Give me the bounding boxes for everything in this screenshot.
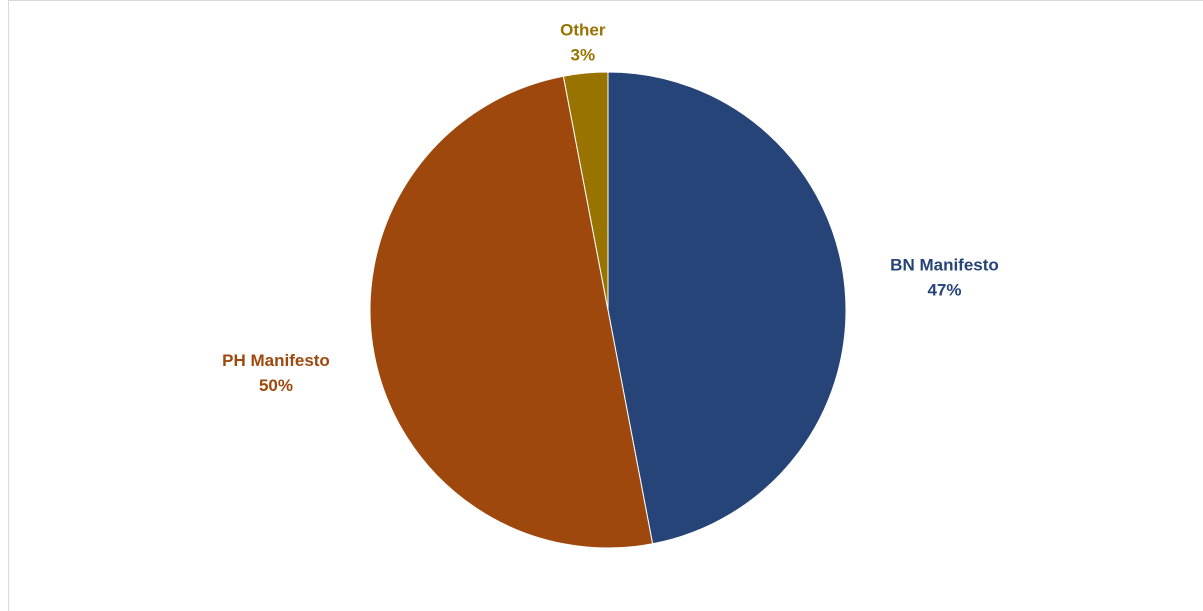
pie-slice xyxy=(369,75,654,549)
pie-slice xyxy=(562,71,609,311)
pie xyxy=(369,71,847,549)
slice-value-label: 50% xyxy=(259,376,293,395)
slice-value-label: 3% xyxy=(570,46,595,65)
data-labels: BN Manifesto 47% PH Manifesto 50% Other 3% xyxy=(222,21,999,395)
pie-slice xyxy=(607,71,847,545)
slice-label: BN Manifesto xyxy=(890,256,999,275)
slice-label: PH Manifesto xyxy=(222,351,330,370)
slice-value-label: 47% xyxy=(927,281,961,300)
slice-label: Other xyxy=(560,21,606,40)
